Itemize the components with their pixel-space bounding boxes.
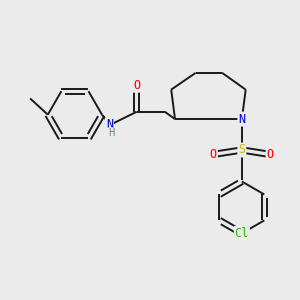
Text: S: S bbox=[238, 143, 245, 157]
Text: O: O bbox=[267, 148, 274, 161]
Text: H: H bbox=[109, 128, 115, 138]
Text: O: O bbox=[133, 79, 140, 92]
Text: Cl: Cl bbox=[235, 227, 249, 240]
Text: O: O bbox=[210, 148, 217, 161]
Text: N: N bbox=[238, 112, 245, 126]
Text: N: N bbox=[106, 118, 113, 131]
